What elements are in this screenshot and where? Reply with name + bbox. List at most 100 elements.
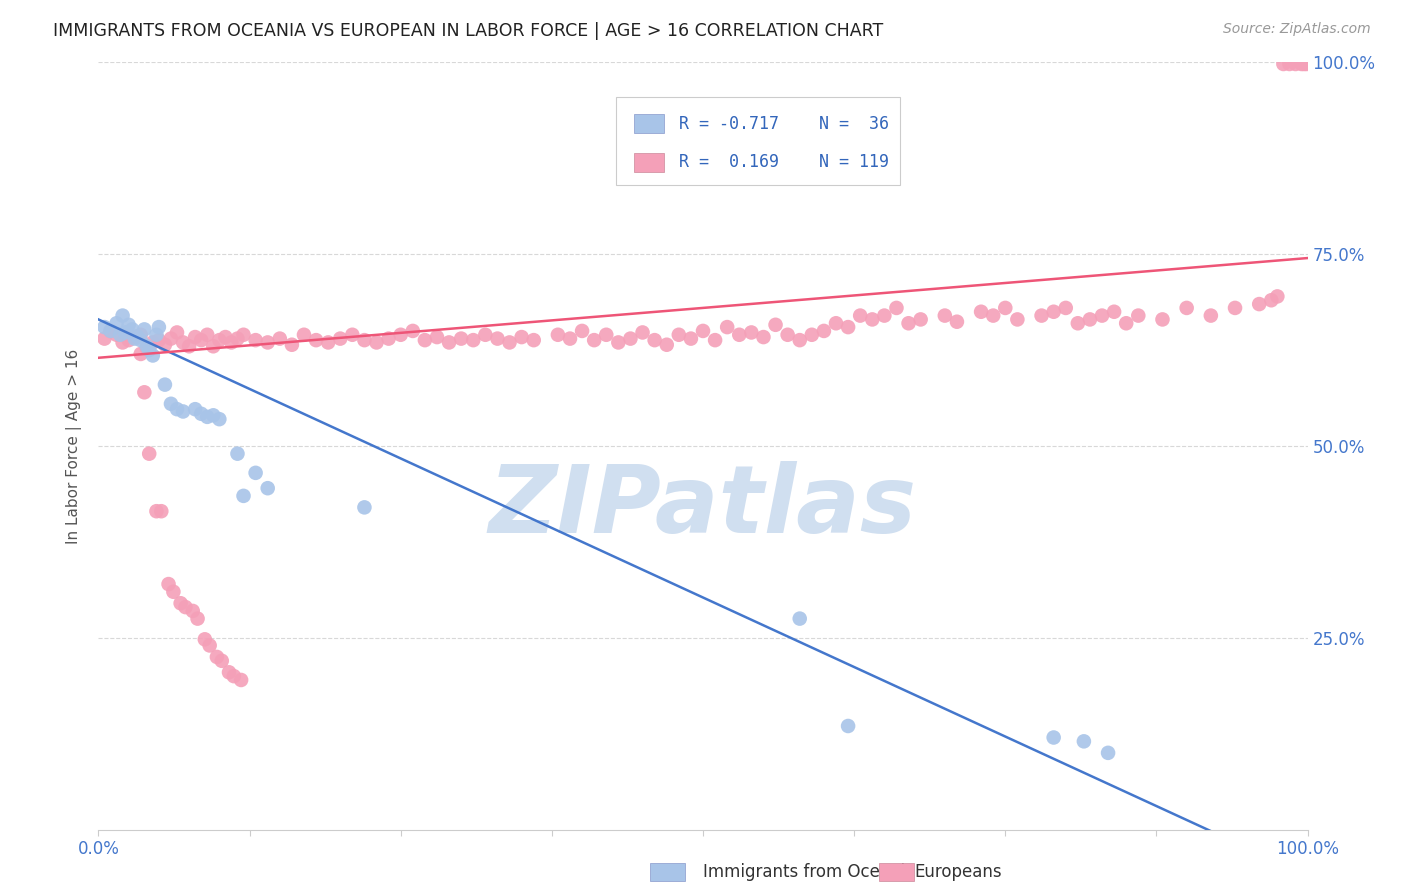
Point bbox=[134, 385, 156, 400]
Point bbox=[221, 335, 243, 350]
Point bbox=[510, 330, 533, 344]
Point bbox=[994, 301, 1017, 315]
Point bbox=[1223, 301, 1246, 315]
Point bbox=[187, 612, 209, 626]
Point bbox=[111, 335, 134, 350]
Point bbox=[389, 327, 412, 342]
Point bbox=[292, 327, 315, 342]
Point bbox=[1091, 309, 1114, 323]
Point bbox=[1249, 297, 1271, 311]
Point bbox=[813, 324, 835, 338]
Point bbox=[160, 397, 183, 411]
Point bbox=[1073, 734, 1095, 748]
Point bbox=[692, 324, 714, 338]
Point bbox=[353, 333, 375, 347]
Point bbox=[226, 332, 249, 346]
Point bbox=[353, 500, 375, 515]
Point bbox=[740, 326, 762, 340]
Text: IMMIGRANTS FROM OCEANIA VS EUROPEAN IN LABOR FORCE | AGE > 16 CORRELATION CHART: IMMIGRANTS FROM OCEANIA VS EUROPEAN IN L… bbox=[53, 22, 884, 40]
Point bbox=[305, 333, 328, 347]
Point bbox=[897, 316, 920, 330]
Point bbox=[426, 330, 449, 344]
Point bbox=[208, 412, 231, 426]
Point bbox=[211, 654, 233, 668]
Point bbox=[1292, 57, 1315, 71]
Point bbox=[157, 577, 180, 591]
Point bbox=[166, 402, 188, 417]
Point bbox=[174, 600, 197, 615]
Point bbox=[1042, 731, 1064, 745]
Point bbox=[100, 324, 122, 338]
Point bbox=[910, 312, 932, 326]
Point bbox=[644, 333, 666, 347]
Point bbox=[145, 504, 167, 518]
Point bbox=[179, 339, 201, 353]
Point bbox=[138, 343, 160, 358]
Point bbox=[195, 409, 218, 424]
Point bbox=[1097, 746, 1119, 760]
Point bbox=[226, 447, 249, 461]
Point bbox=[100, 324, 122, 338]
Point bbox=[1260, 293, 1282, 308]
Text: Source: ZipAtlas.com: Source: ZipAtlas.com bbox=[1223, 22, 1371, 37]
Text: Immigrants from Oceania: Immigrants from Oceania bbox=[703, 863, 915, 881]
Point bbox=[1272, 57, 1295, 71]
Point bbox=[1128, 309, 1150, 323]
Point bbox=[142, 335, 165, 350]
Point bbox=[111, 309, 134, 323]
Point bbox=[190, 407, 212, 421]
Point bbox=[413, 333, 436, 347]
Point bbox=[631, 326, 654, 340]
Point bbox=[342, 327, 364, 342]
FancyBboxPatch shape bbox=[616, 97, 900, 186]
Point bbox=[172, 335, 194, 350]
Point bbox=[837, 320, 859, 334]
Point bbox=[145, 327, 167, 342]
Point bbox=[1042, 304, 1064, 318]
Point bbox=[934, 309, 956, 323]
Point bbox=[886, 301, 908, 315]
Point bbox=[463, 333, 485, 347]
Point bbox=[1199, 309, 1222, 323]
Point bbox=[668, 327, 690, 342]
Text: ZIPatlas: ZIPatlas bbox=[489, 461, 917, 553]
Point bbox=[121, 322, 143, 336]
Point bbox=[789, 333, 811, 347]
Point bbox=[595, 327, 617, 342]
Point bbox=[1278, 57, 1301, 71]
Point bbox=[679, 332, 702, 346]
Point bbox=[776, 327, 799, 342]
Point bbox=[655, 337, 678, 351]
Point bbox=[214, 330, 236, 344]
Point bbox=[1067, 316, 1090, 330]
Point bbox=[127, 329, 149, 343]
Point bbox=[134, 322, 156, 336]
Point bbox=[1295, 57, 1317, 71]
Point bbox=[108, 327, 131, 342]
Point bbox=[135, 339, 157, 353]
Point bbox=[138, 447, 160, 461]
Point bbox=[190, 333, 212, 347]
Point bbox=[1267, 289, 1289, 303]
Point bbox=[825, 316, 848, 330]
Point bbox=[558, 332, 581, 346]
Point bbox=[583, 333, 606, 347]
Point bbox=[316, 335, 339, 350]
Point bbox=[184, 330, 207, 344]
Point bbox=[728, 327, 751, 342]
Point bbox=[450, 332, 472, 346]
Point bbox=[752, 330, 775, 344]
Point bbox=[860, 312, 883, 326]
Point bbox=[1152, 312, 1174, 326]
Point bbox=[232, 489, 254, 503]
Point bbox=[181, 604, 204, 618]
Point bbox=[202, 409, 225, 423]
Point bbox=[195, 327, 218, 342]
Point bbox=[202, 339, 225, 353]
Point bbox=[129, 333, 152, 347]
Y-axis label: In Labor Force | Age > 16: In Labor Force | Age > 16 bbox=[66, 349, 83, 543]
Point bbox=[148, 333, 170, 347]
Point bbox=[245, 333, 267, 347]
Point bbox=[105, 316, 128, 330]
Point bbox=[1291, 57, 1313, 71]
